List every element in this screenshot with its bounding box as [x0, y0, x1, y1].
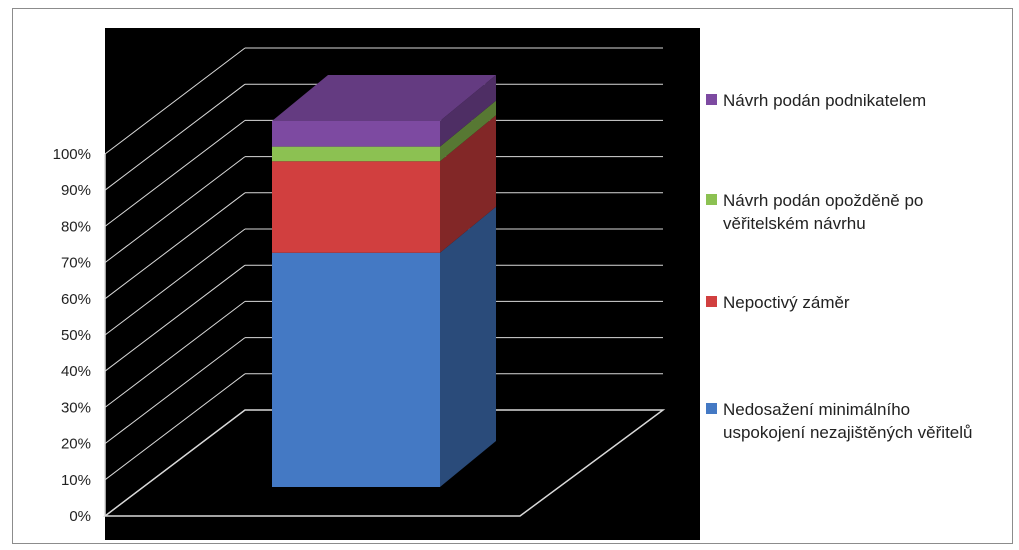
- bar-segment: [272, 206, 496, 487]
- y-tick-label: 100%: [53, 146, 91, 163]
- y-tick-label: 90%: [61, 182, 91, 199]
- bar-segment: [272, 75, 496, 147]
- legend-label: Návrh podán podnikatelem: [723, 91, 927, 110]
- y-tick-label: 80%: [61, 218, 91, 235]
- y-axis-ticks: 0% 10% 20% 30% 40% 50% 60% 70% 80% 90% 100%: [53, 146, 91, 525]
- legend-entry: Návrh podán podnikatelem: [706, 89, 1003, 112]
- y-tick-label: 50%: [61, 327, 91, 344]
- legend-label: Nedosažení minimálního uspokojení nezaji…: [723, 400, 973, 442]
- y-tick-label: 70%: [61, 255, 91, 272]
- bars: [272, 75, 496, 487]
- legend-entry: Nedosažení minimálního uspokojení nezaji…: [706, 398, 978, 444]
- legend-entry: Návrh podán opožděně po věřitelském návr…: [706, 189, 988, 235]
- legend-entry: Nepoctivý záměr: [706, 291, 1003, 314]
- bar-segment: [272, 100, 496, 162]
- y-tick-label: 0%: [69, 508, 91, 525]
- y-tick-label: 10%: [61, 472, 91, 489]
- bar-segment: [272, 115, 496, 253]
- legend-label: Nepoctivý záměr: [723, 293, 850, 312]
- legend-swatch: [706, 296, 717, 307]
- legend-swatch: [706, 94, 717, 105]
- gridline: [104, 47, 663, 155]
- y-tick-label: 20%: [61, 436, 91, 453]
- legend-swatch: [706, 403, 717, 414]
- legend-label: Návrh podán opožděně po věřitelském návr…: [723, 191, 924, 233]
- y-tick-label: 40%: [61, 363, 91, 380]
- y-tick-label: 60%: [61, 291, 91, 308]
- y-tick-label: 30%: [61, 399, 91, 416]
- floor-outline: [102, 409, 666, 517]
- legend-swatch: [706, 194, 717, 205]
